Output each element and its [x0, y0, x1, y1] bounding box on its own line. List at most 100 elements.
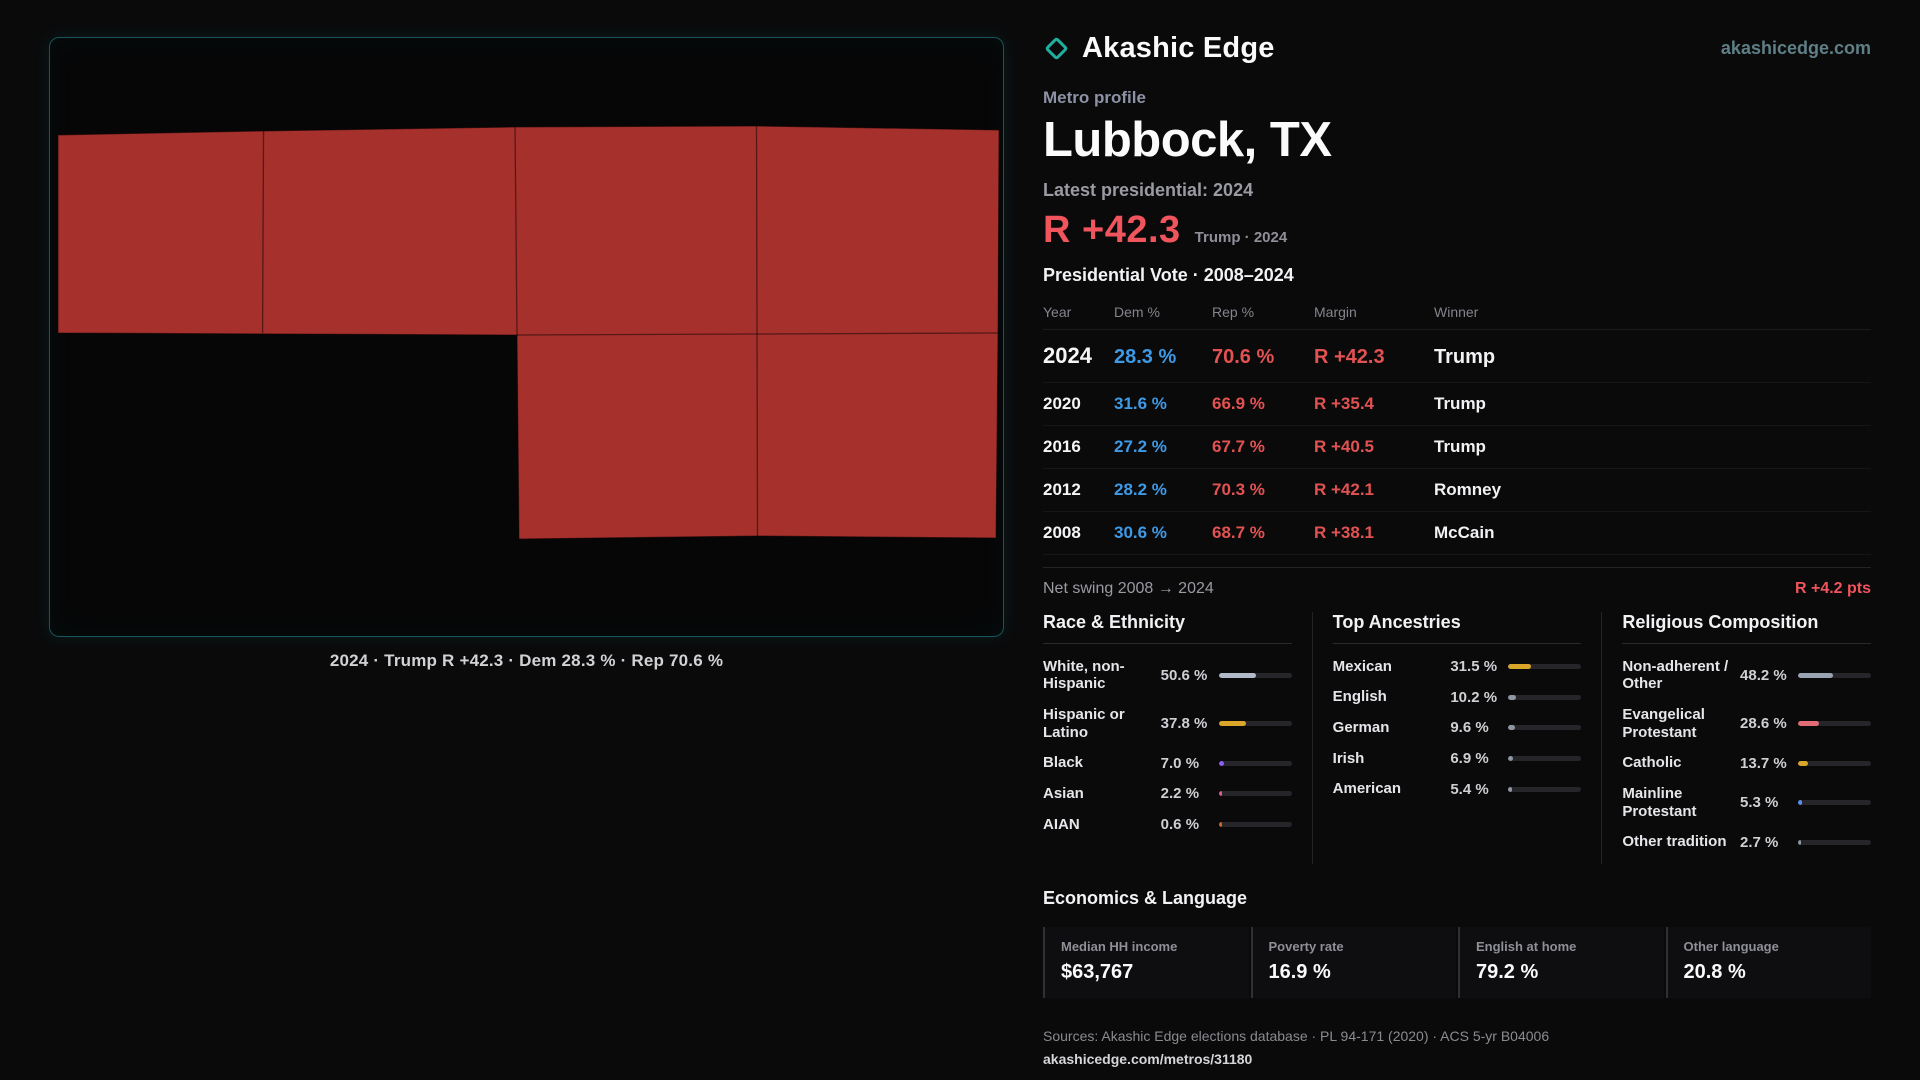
- demo-bar-fill: [1508, 786, 1513, 792]
- demo-label: Non-adherent / Other: [1622, 657, 1729, 693]
- demo-row: English 10.2 %: [1333, 688, 1582, 706]
- demo-bar-fill: [1218, 760, 1224, 766]
- demo-bar-track: [1798, 721, 1872, 727]
- section-title: Religious Composition: [1622, 612, 1872, 644]
- demo-value: 48.2 %: [1740, 666, 1787, 684]
- map-column: 2024 · Trump R +42.3 · Dem 28.3 % · Rep …: [49, 37, 1004, 671]
- demo-row: Evangelical Protestant 28.6 %: [1622, 706, 1872, 741]
- economics-stats-strip: Median HH income $63,767 Poverty rate 16…: [1043, 927, 1871, 999]
- demo-label: Catholic: [1622, 754, 1682, 772]
- year-cell: 2012: [1043, 479, 1081, 499]
- demo-row: German 9.6 %: [1333, 719, 1582, 737]
- economics-title: Economics & Language: [1043, 888, 1248, 909]
- brand-header: Akashic Edge akashicedge.com: [1043, 30, 1871, 66]
- winner-cell: Trump: [1434, 436, 1486, 456]
- demo-bar-track: [1218, 822, 1292, 828]
- stat-value: 79.2 %: [1476, 961, 1539, 984]
- stat-label: Poverty rate: [1268, 939, 1344, 955]
- demo-label: German: [1332, 718, 1390, 736]
- col-dem: Dem %: [1114, 303, 1160, 320]
- demo-bar-fill: [1508, 755, 1514, 761]
- vote-row-2016: 2016 27.2 % 67.7 % R +40.5 Trump: [1043, 426, 1871, 469]
- map-caption: 2024 · Trump R +42.3 · Dem 28.3 % · Rep …: [329, 651, 724, 670]
- county-map-svg: [57, 125, 1000, 540]
- demo-label: AIAN: [1043, 815, 1080, 833]
- stat-other-language: Other language 20.8 %: [1665, 927, 1871, 999]
- demo-label: Mainline Protestant: [1622, 785, 1697, 820]
- year-cell: 2008: [1043, 522, 1081, 542]
- margin-cell: R +38.1: [1314, 522, 1375, 542]
- demo-row: American 5.4 %: [1333, 780, 1582, 798]
- year-cell: 2020: [1043, 393, 1081, 413]
- headline-margin-row: R +42.3 Trump · 2024: [1043, 209, 1871, 253]
- demo-label: White, non-Hispanic: [1043, 657, 1125, 693]
- demo-label: Irish: [1332, 749, 1365, 767]
- winner-cell: Trump: [1434, 393, 1486, 413]
- demo-label: Black: [1043, 754, 1084, 772]
- year-cell: 2016: [1043, 436, 1081, 456]
- demo-value: 50.6 %: [1160, 666, 1208, 684]
- demo-label: Mexican: [1332, 657, 1392, 675]
- net-swing-label: Net swing 2008 → 2024: [1043, 579, 1214, 597]
- rep-cell: 66.9 %: [1212, 393, 1265, 413]
- demo-row: AIAN 0.6 %: [1043, 816, 1292, 834]
- demo-bar-fill: [1218, 791, 1222, 797]
- demo-bar-fill: [1508, 725, 1516, 731]
- vote-row-2008: 2008 30.6 % 68.7 % R +38.1 McCain: [1043, 512, 1871, 555]
- winner-cell: Trump: [1434, 345, 1496, 368]
- demo-value: 31.5 %: [1450, 657, 1498, 675]
- stat-label: English at home: [1476, 939, 1577, 955]
- headline-margin-value: R +42.3: [1043, 208, 1181, 251]
- stat-value: 20.8 %: [1683, 961, 1746, 984]
- brand-domain-link[interactable]: akashicedge.com: [1720, 37, 1871, 58]
- page-title: Lubbock, TX: [1043, 113, 1332, 167]
- demo-value: 37.8 %: [1160, 715, 1208, 733]
- winner-cell: McCain: [1434, 522, 1495, 542]
- latest-presidential-label: Latest presidential: 2024: [1043, 179, 1254, 200]
- demo-bar-fill: [1798, 672, 1834, 678]
- demo-bar-fill: [1798, 721, 1819, 727]
- vote-row-2012: 2012 28.2 % 70.3 % R +42.1 Romney: [1043, 469, 1871, 512]
- map-panel[interactable]: [49, 37, 1004, 637]
- demo-bar-fill: [1218, 721, 1247, 727]
- demo-value: 9.6 %: [1450, 719, 1489, 737]
- demo-bar-fill: [1798, 760, 1809, 766]
- demo-value: 2.7 %: [1740, 833, 1779, 851]
- demo-value: 7.0 %: [1160, 754, 1200, 772]
- demo-row: Hispanic or Latino 37.8 %: [1043, 706, 1292, 741]
- dem-cell: 28.3 %: [1114, 345, 1177, 368]
- metro-permalink[interactable]: akashicedge.com/metros/31180: [1043, 1051, 1253, 1068]
- demo-value: 6.9 %: [1450, 749, 1489, 767]
- demo-bar-track: [1218, 760, 1292, 766]
- demo-row: Non-adherent / Other 48.2 %: [1622, 657, 1872, 693]
- demo-value: 5.4 %: [1450, 780, 1489, 798]
- demo-bar-fill: [1508, 663, 1532, 669]
- demo-row: White, non-Hispanic 50.6 %: [1043, 658, 1292, 693]
- demo-row: Asian 2.2 %: [1043, 785, 1292, 803]
- rep-cell: 70.6 %: [1212, 345, 1275, 368]
- dem-cell: 31.6 %: [1114, 393, 1167, 413]
- margin-cell: R +40.5: [1314, 436, 1375, 456]
- demo-row: Mainline Protestant 5.3 %: [1622, 785, 1872, 820]
- demo-row: Catholic 13.7 %: [1622, 754, 1872, 772]
- demographics-section: Race & Ethnicity White, non-Hispanic 50.…: [1043, 611, 1872, 865]
- net-swing-value: R +4.2 pts: [1794, 579, 1871, 597]
- demo-row: Irish 6.9 %: [1333, 750, 1582, 768]
- demo-row: Black 7.0 %: [1043, 754, 1292, 772]
- vote-table-title: Presidential Vote · 2008–2024: [1043, 264, 1294, 285]
- section-title: Race & Ethnicity: [1043, 612, 1292, 644]
- demo-label: Hispanic or Latino: [1043, 705, 1125, 741]
- rep-cell: 67.7 %: [1212, 436, 1265, 456]
- stat-label: Other language: [1683, 939, 1779, 955]
- info-panel: Akashic Edge akashicedge.com Metro profi…: [1043, 0, 1872, 1068]
- demo-row: Mexican 31.5 %: [1333, 658, 1582, 676]
- demo-bar-fill: [1798, 800, 1802, 806]
- demo-bar-track: [1798, 839, 1872, 845]
- vote-table-header: Year Dem % Rep % Margin Winner: [1043, 298, 1871, 330]
- profile-kicker: Metro profile: [1043, 88, 1146, 107]
- demo-bar-fill: [1798, 839, 1802, 845]
- col-margin: Margin: [1314, 303, 1357, 320]
- stat-poverty-rate: Poverty rate 16.9 %: [1250, 927, 1456, 999]
- stat-median-hh-income: Median HH income $63,767: [1043, 927, 1249, 999]
- demo-bar-track: [1218, 672, 1292, 678]
